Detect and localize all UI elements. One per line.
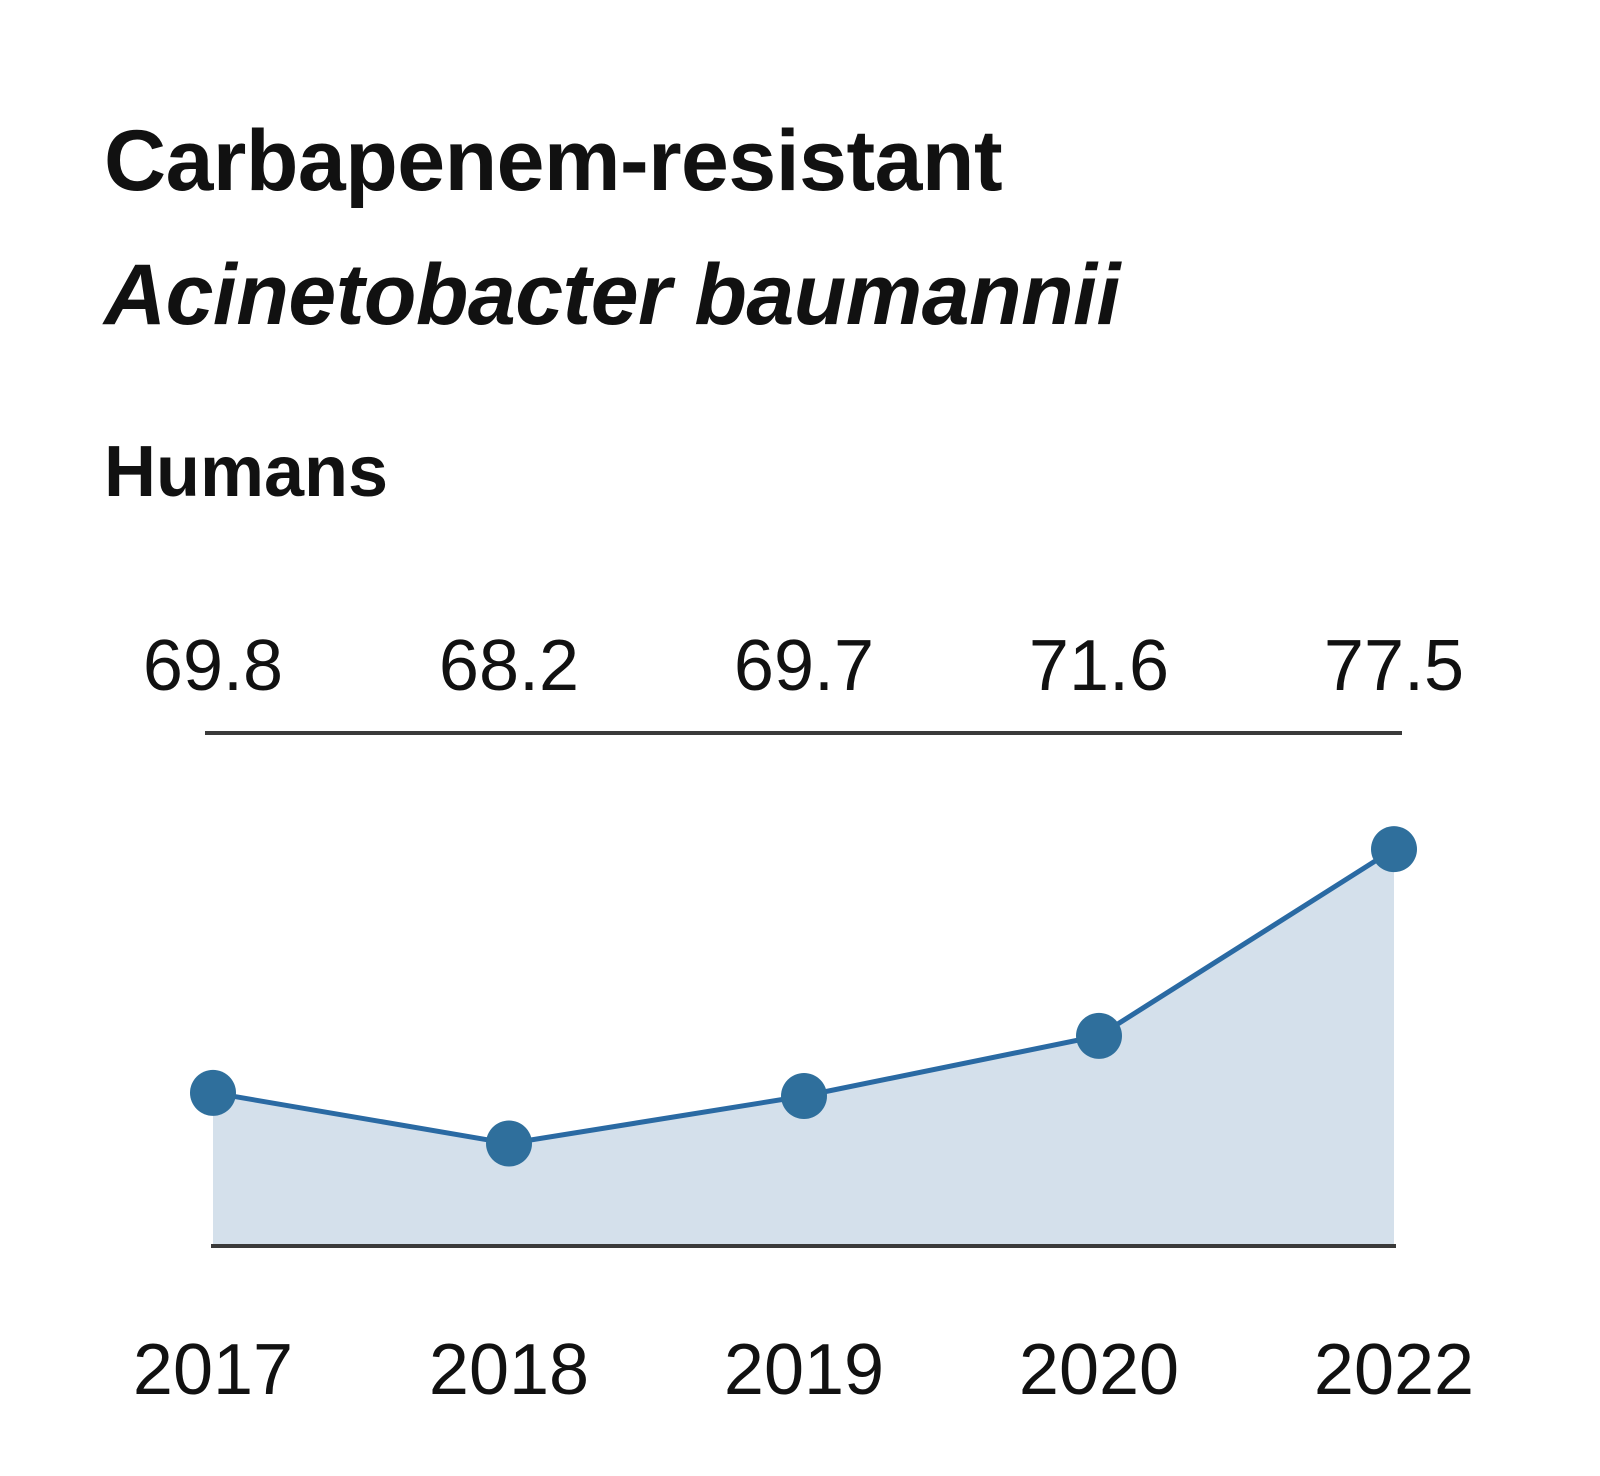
x-tick-label-2020: 2020 [1019, 1330, 1179, 1410]
chart-title-line1: Carbapenem-resistant [104, 113, 1003, 209]
value-label-2019: 69.7 [734, 626, 874, 706]
data-point-2020 [1076, 1012, 1122, 1059]
data-point-2019 [781, 1073, 827, 1119]
data-point-2022 [1371, 826, 1417, 873]
value-label-2017: 69.8 [143, 626, 283, 706]
x-tick-label-2018: 2018 [429, 1330, 589, 1410]
x-tick-label-2019: 2019 [724, 1330, 884, 1410]
data-point-2018 [486, 1120, 532, 1167]
area-fill [213, 849, 1394, 1246]
chart-title-line2: Acinetobacter baumannii [104, 247, 1120, 343]
x-tick-labels: 2017 2018 2019 2020 2022 [133, 1330, 1474, 1410]
chart-subtitle: Humans [104, 432, 389, 512]
value-labels: 69.8 68.2 69.7 71.6 77.5 [143, 626, 1464, 706]
value-label-2022: 77.5 [1324, 626, 1464, 706]
x-tick-label-2022: 2022 [1314, 1330, 1474, 1410]
data-markers [190, 826, 1417, 1167]
value-label-2020: 71.6 [1029, 626, 1169, 706]
x-tick-label-2017: 2017 [133, 1330, 293, 1410]
data-point-2017 [190, 1069, 236, 1116]
value-label-2018: 68.2 [439, 626, 579, 706]
